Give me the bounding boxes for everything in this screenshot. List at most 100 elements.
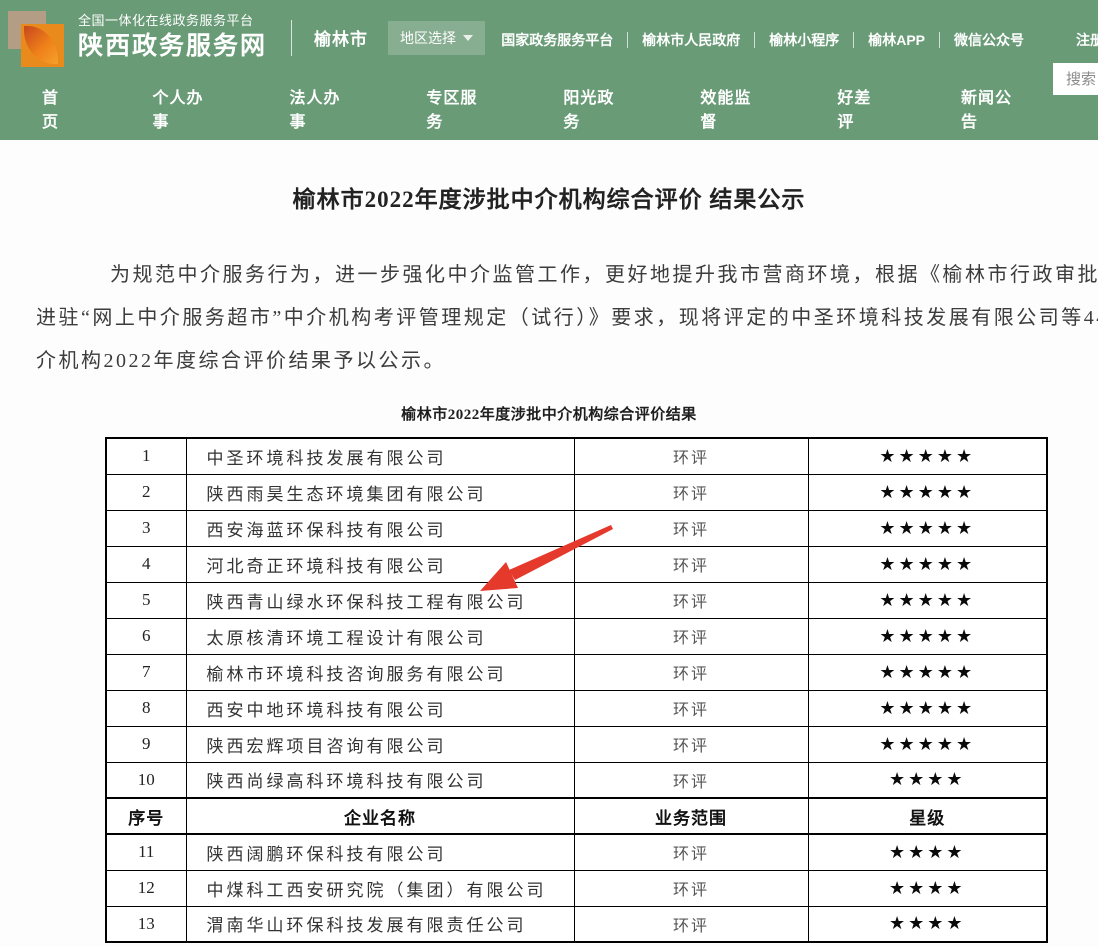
stars-cell: ★★★★★	[807, 545, 1048, 583]
stars-cell: ★★★★★	[807, 581, 1048, 619]
scope-cell: 环评	[573, 473, 809, 511]
table-row: 7 榆林市环境科技咨询服务有限公司 环评 ★★★★★	[105, 653, 1048, 691]
scope-cell: 环评	[573, 761, 809, 799]
table-header-row: 序号 企业名称 业务范围 星级	[105, 797, 1048, 835]
site-logo-icon	[8, 10, 64, 67]
paragraph-line: 介机构2022年度综合评价结果予以公示。	[36, 350, 446, 372]
company-name-cell: 渭南华山环保科技发展有限责任公司	[185, 905, 575, 943]
search-input[interactable]	[1053, 63, 1098, 95]
platform-tagline: 全国一体化在线政务服务平台	[78, 12, 254, 28]
row-number-cell: 5	[105, 581, 187, 619]
company-name-cell: 太原核清环境工程设计有限公司	[185, 617, 575, 655]
company-name-cell: 中煤科工西安研究院（集团）有限公司	[185, 869, 575, 907]
table-row: 5 陕西青山绿水环保科技工程有限公司 环评 ★★★★★	[105, 581, 1048, 619]
row-number-cell: 2	[105, 473, 187, 511]
announcement-paragraph: 为规范中介服务行为，进一步强化中介监管工作，更好地提升我市营商环境，根据《榆林市…	[0, 254, 1098, 383]
top-link-yulin-government[interactable]: 榆林市人民政府	[642, 32, 741, 48]
search-box	[1053, 63, 1098, 95]
table-row: 9 陕西宏辉项目咨询有限公司 环评 ★★★★★	[105, 725, 1048, 763]
stars-cell: ★★★★	[807, 905, 1048, 943]
scope-cell: 环评	[573, 509, 809, 547]
scope-cell: 环评	[573, 869, 809, 907]
announcement-article: 榆林市2022年度涉批中介机构综合评价 结果公示 为规范中介服务行为，进一步强化…	[0, 140, 1098, 943]
scope-cell: 环评	[573, 689, 809, 727]
column-header: 业务范围	[573, 797, 809, 835]
scope-cell: 环评	[573, 833, 809, 871]
table-row: 6 太原核清环境工程设计有限公司 环评 ★★★★★	[105, 617, 1048, 655]
table-row: 12 中煤科工西安研究院（集团）有限公司 环评 ★★★★	[105, 869, 1048, 907]
company-name-cell: 西安中地环境科技有限公司	[185, 689, 575, 727]
link-separator	[853, 32, 855, 48]
scope-cell: 环评	[573, 437, 809, 475]
row-number-cell: 11	[105, 833, 187, 871]
nav-item-legal-entity-services[interactable]: 法人办事	[289, 89, 341, 131]
site-title: 陕西政务服务网	[78, 32, 268, 60]
company-name-cell: 陕西青山绿水环保科技工程有限公司	[185, 581, 575, 619]
results-table: 1 中圣环境科技发展有限公司 环评 ★★★★★ 2 陕西雨昊生态环境集团有限公司 环评 ★★★…	[105, 437, 1048, 943]
stars-cell: ★★★★★	[807, 725, 1048, 763]
stars-cell: ★★★★★	[807, 689, 1048, 727]
table-row: 4 河北奇正环境科技有限公司 环评 ★★★★★	[105, 545, 1048, 583]
stars-cell: ★★★★★	[807, 617, 1048, 655]
paragraph-line: 为规范中介服务行为，进一步强化中介监管工作，更好地提升我市营商环境，根据《榆林市…	[110, 264, 1098, 286]
row-number-cell: 3	[105, 509, 187, 547]
nav-item-sunshine-gov[interactable]: 阳光政务	[563, 89, 615, 131]
stars-cell: ★★★★	[807, 761, 1048, 799]
row-number-cell: 10	[105, 761, 187, 799]
header-divider	[291, 19, 293, 56]
nav-item-home[interactable]: 首页	[42, 89, 60, 131]
company-name-cell: 陕西尚绿高科环境科技有限公司	[185, 761, 575, 799]
stars-cell: ★★★★★	[807, 473, 1048, 511]
scope-cell: 环评	[573, 653, 809, 691]
table-caption: 榆林市2022年度涉批中介机构综合评价结果	[401, 407, 697, 423]
nav-item-news[interactable]: 新闻公告	[961, 89, 1013, 131]
link-separator	[754, 32, 756, 48]
row-number-cell: 6	[105, 617, 187, 655]
company-name-cell: 河北奇正环境科技有限公司	[185, 545, 575, 583]
table-row: 10 陕西尚绿高科环境科技有限公司 环评 ★★★★	[105, 761, 1048, 799]
top-link-yulin-app[interactable]: 榆林APP	[868, 32, 925, 48]
scope-cell: 环评	[573, 545, 809, 583]
company-name-cell: 西安海蓝环保科技有限公司	[185, 509, 575, 547]
city-label: 榆林市	[314, 30, 369, 49]
top-link-wechat-account[interactable]: 微信公众号	[954, 32, 1024, 48]
table-row: 11 陕西阔鹏环保科技有限公司 环评 ★★★★	[105, 833, 1048, 871]
nav-item-efficiency-supervision[interactable]: 效能监督	[700, 89, 752, 131]
row-number-cell: 4	[105, 545, 187, 583]
nav-item-personal-services[interactable]: 个人办事	[152, 89, 204, 131]
row-number-cell: 7	[105, 653, 187, 691]
table-row: 8 西安中地环境科技有限公司 环评 ★★★★★	[105, 689, 1048, 727]
page-title: 榆林市2022年度涉批中介机构综合评价 结果公示	[292, 187, 806, 212]
row-number-cell: 1	[105, 437, 187, 475]
stars-cell: ★★★★★	[807, 509, 1048, 547]
company-name-cell: 陕西阔鹏环保科技有限公司	[185, 833, 575, 871]
scope-cell: 环评	[573, 617, 809, 655]
row-number-cell: 8	[105, 689, 187, 727]
row-number-cell: 13	[105, 905, 187, 943]
top-link-yulin-miniprogram[interactable]: 榆林小程序	[769, 32, 840, 48]
region-selector-button[interactable]: 地区选择	[388, 20, 486, 55]
nav-item-rating[interactable]: 好差评	[837, 89, 872, 131]
table-row: 2 陕西雨昊生态环境集团有限公司 环评 ★★★★★	[105, 473, 1048, 511]
scope-cell: 环评	[573, 725, 809, 763]
company-name-cell: 陕西雨昊生态环境集团有限公司	[185, 473, 575, 511]
row-number-cell: 12	[105, 869, 187, 907]
nav-item-zone-services[interactable]: 专区服务	[426, 89, 478, 131]
paragraph-line: 进驻“网上中介服务超市”中介机构考评管理规定（试行）》要求，现将评定的中圣环境科…	[36, 307, 1098, 329]
stars-cell: ★★★★★	[807, 653, 1048, 691]
link-separator	[939, 32, 940, 48]
scope-cell: 环评	[573, 581, 809, 619]
region-selector-label: 地区选择	[400, 29, 457, 46]
stars-cell: ★★★★	[807, 833, 1048, 871]
top-link-national-platform[interactable]: 国家政务服务平台	[501, 32, 614, 48]
table-row: 1 中圣环境科技发展有限公司 环评 ★★★★★	[105, 437, 1048, 475]
column-header: 序号	[105, 797, 187, 835]
register-link[interactable]: 注册	[1076, 32, 1098, 48]
table-row: 3 西安海蓝环保科技有限公司 环评 ★★★★★	[105, 509, 1048, 547]
main-nav: 首页 个人办事 法人办事 专区服务 阳光政务 效能监督 好差评 新闻公告	[0, 63, 1098, 140]
link-separator	[627, 32, 629, 48]
column-header: 星级	[807, 797, 1048, 835]
row-number-cell: 9	[105, 725, 187, 763]
company-name-cell: 榆林市环境科技咨询服务有限公司	[185, 653, 575, 691]
column-header: 企业名称	[185, 797, 575, 835]
